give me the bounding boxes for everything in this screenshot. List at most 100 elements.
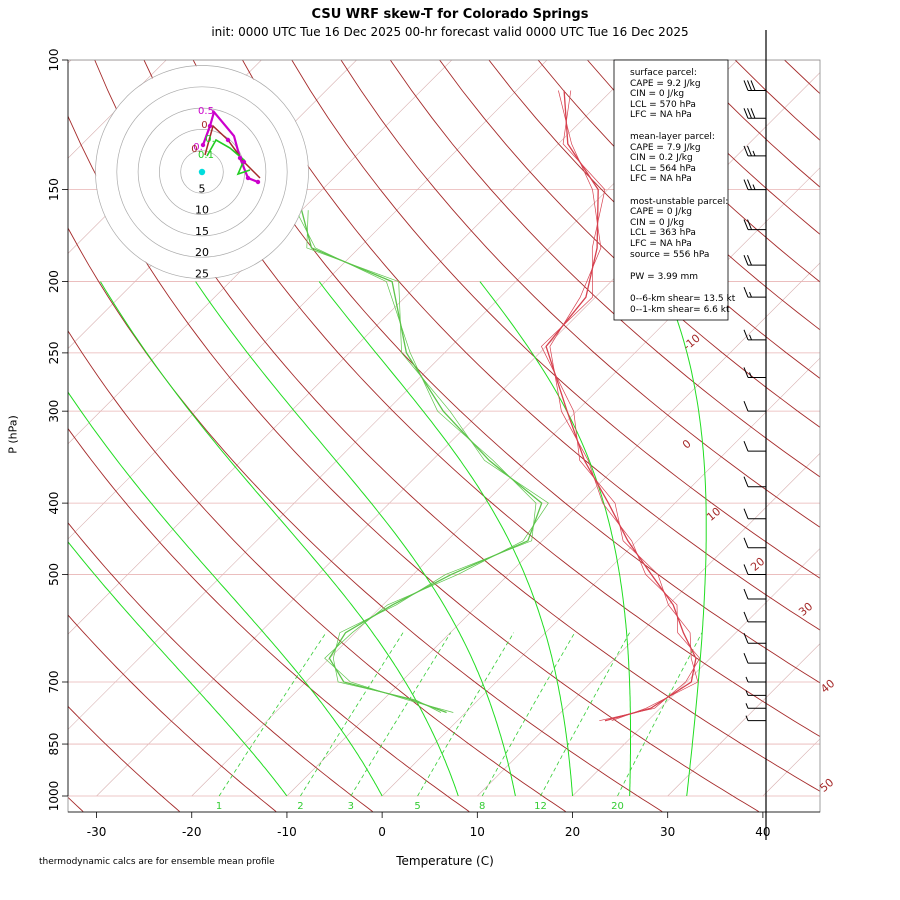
isotherm-line	[68, 60, 548, 540]
dry-adiabat-line	[68, 522, 373, 812]
y-tick-label: 1000	[47, 781, 61, 812]
wind-barb-feather	[743, 652, 749, 664]
hodograph-ring-label: 10	[195, 204, 209, 217]
wind-barb	[743, 400, 766, 412]
hodograph-storm-motion	[198, 168, 206, 176]
mixing-ratio-line	[350, 632, 452, 797]
x-tick-label: 10	[470, 825, 485, 839]
hodograph-point	[237, 155, 243, 161]
info-pw: PW = 3.99 mm	[630, 272, 698, 282]
mixing-ratio-line	[300, 632, 404, 797]
wind-barb-feather	[743, 476, 749, 487]
hodograph-height-label: 0.	[201, 120, 211, 131]
info-shear1: 0--1-km shear= 6.6 kt	[630, 305, 730, 315]
wind-barb-feather	[743, 108, 749, 119]
info-surface-lfc: LFC = NA hPa	[630, 110, 692, 120]
hodograph-trace	[204, 124, 261, 179]
dry-adiabat-line	[68, 705, 180, 812]
wind-barb-half-feather	[752, 184, 756, 190]
moist-adiabat-lines	[68, 281, 707, 797]
dry-adiabat-line	[784, 60, 820, 95]
moist-adiabat-line	[479, 281, 631, 797]
x-tick-label: 0	[378, 825, 386, 839]
mixing-ratio-line	[540, 632, 630, 797]
y-tick-label: 400	[47, 492, 61, 515]
wind-barb	[743, 588, 766, 600]
wind-barb-feather	[743, 367, 749, 378]
wind-barb-feather	[743, 440, 749, 452]
wind-barb-feather	[743, 145, 749, 157]
wind-barb	[743, 179, 766, 191]
hodograph-ring-label: 5	[199, 182, 206, 195]
isotherm-line	[667, 643, 820, 797]
wind-barb-feather	[743, 254, 749, 266]
wind-barb	[743, 564, 766, 575]
mixing-ratio-line	[481, 632, 576, 797]
hodograph-ring	[116, 86, 288, 258]
isotherm-label: 20	[748, 555, 767, 574]
isotherm-label: 40	[818, 677, 837, 696]
wind-barb	[743, 367, 766, 378]
wind-barb-feather	[747, 145, 752, 157]
info-surface-cin: CIN = 0 J/kg	[630, 89, 684, 99]
x-tick-label: -10	[277, 825, 297, 839]
hodograph-ring	[137, 107, 267, 237]
mixing-ratio-label: 2	[297, 801, 303, 812]
wind-barb	[745, 703, 766, 709]
dewpoint-line	[300, 210, 543, 714]
mixing-ratio-lines	[218, 632, 703, 797]
hodograph-ring	[95, 65, 309, 279]
wind-barb-feather	[743, 508, 749, 519]
isotherm-line	[68, 60, 453, 445]
y-tick-label: 500	[47, 563, 61, 586]
hodograph-point	[245, 175, 251, 181]
dry-adiabat-line	[143, 60, 820, 738]
y-tick-label: 200	[47, 270, 61, 293]
info-mixed-cin: CIN = 0.2 J/kg	[630, 153, 693, 163]
wind-barb	[743, 537, 766, 549]
wind-barb-feather	[743, 329, 749, 341]
wind-barb	[743, 219, 766, 231]
wind-barb	[743, 652, 766, 664]
moist-adiabat-line	[68, 391, 383, 797]
mixing-ratio-line	[417, 632, 515, 797]
footnote: thermodynamic calcs are for ensemble mea…	[39, 857, 275, 867]
wind-barb-feather	[743, 400, 749, 412]
isotherm-label: 10	[704, 505, 723, 524]
info-mu-lcl: LCL = 363 hPa	[630, 228, 696, 238]
wind-barb	[745, 676, 766, 683]
wind-barb-half-feather	[745, 703, 749, 709]
moist-adiabat-line	[68, 541, 288, 797]
dry-adiabat-line	[68, 115, 760, 812]
hodograph-height-label: 0.	[205, 134, 215, 145]
hodograph-trace	[206, 138, 251, 176]
chart-title: CSU WRF skew-T for Colorado Springs	[311, 7, 589, 22]
wind-barb	[743, 611, 766, 623]
wind-barb-feather	[743, 588, 749, 600]
info-surface-cape: CAPE = 9.2 J/kg	[630, 79, 701, 89]
hodograph-ring-label: 25	[195, 268, 209, 281]
dewpoint-member-line	[306, 210, 549, 713]
y-tick-label: 150	[47, 178, 61, 201]
mixing-ratio-line	[617, 632, 703, 797]
isotherm-lines	[68, 60, 820, 797]
wind-barb-half-feather	[749, 372, 752, 378]
hodograph-point	[225, 137, 231, 143]
hodograph-ring	[180, 150, 224, 194]
wind-barb-feather	[747, 80, 752, 91]
dry-adiabat-line	[439, 60, 820, 428]
dry-adiabat-line	[291, 60, 820, 579]
mixing-ratio-label: 20	[611, 801, 624, 812]
wind-barb-feather	[743, 611, 749, 623]
dewpoint-member-line	[295, 210, 537, 713]
hodograph-ring-label: 15	[195, 225, 209, 238]
info-surface-title: surface parcel:	[630, 68, 697, 78]
wind-barb	[743, 80, 766, 91]
x-axis-label: Temperature (C)	[396, 854, 494, 868]
wind-barb	[743, 508, 766, 520]
mixing-ratio-labels: 1 2 3 5 8 12 20	[216, 801, 624, 812]
hodograph-point	[241, 159, 247, 165]
hodograph-point	[255, 179, 261, 185]
wind-barb-feather	[747, 219, 752, 230]
